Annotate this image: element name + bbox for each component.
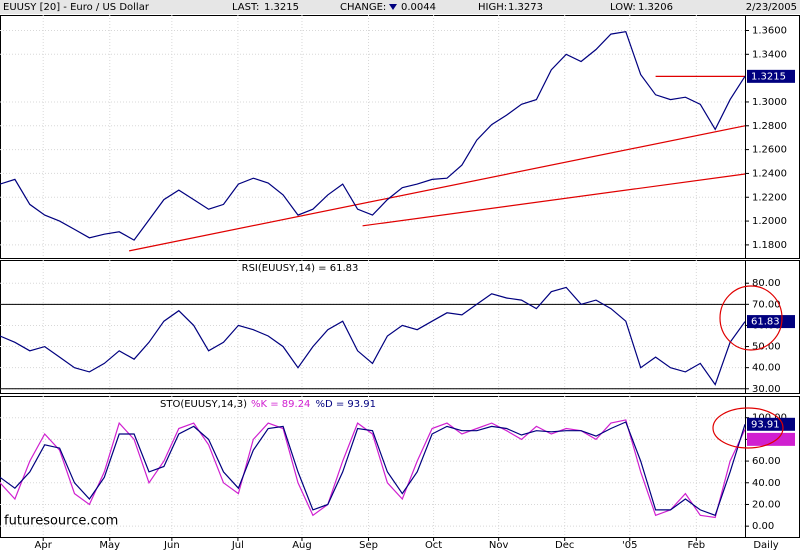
change-value: 0.0044: [401, 2, 436, 13]
trendline: [362, 173, 746, 227]
panel-title: RSI(EUUSY,14) = 61.83: [242, 263, 359, 274]
series-line: [0, 286, 746, 386]
y-tick-label: 60.00: [752, 456, 781, 467]
y-tick-label: 1.1800: [752, 240, 787, 251]
x-tick-label: Oct: [425, 540, 442, 550]
down-arrow: [389, 4, 397, 10]
x-tick-label: Jun: [163, 540, 180, 550]
y-tick-label: 40.00: [752, 363, 781, 374]
panel: 1.1800 1.2000 1.2200 1.2400 1.2600 1.2800 1.30…: [0, 15, 800, 259]
y-tick-label: 30.00: [752, 384, 781, 395]
last-value-label: 93.91: [751, 419, 780, 430]
annotation-ellipse: [712, 407, 784, 449]
x-tick-label: Nov: [489, 540, 509, 550]
y-tick-label: 50.00: [752, 342, 781, 353]
annotation-ellipse: [719, 285, 783, 351]
trendline: [129, 125, 746, 252]
date: 2/23/2005: [746, 2, 797, 13]
y-tick-label: 0.00: [752, 521, 774, 532]
last-label: LAST:: [232, 2, 259, 13]
x-axis-label: Daily: [753, 540, 778, 550]
y-tick-label: 1.2800: [752, 121, 787, 132]
watermark: futuresource.com: [4, 514, 118, 529]
last-value-label: 1.3215: [751, 71, 786, 82]
header-bar: [0, 0, 800, 14]
y-tick-label: 1.2600: [752, 145, 787, 156]
series-line: [0, 421, 746, 517]
last-value: 1.3215: [264, 2, 299, 13]
legend-entry: %D = 93.91: [315, 399, 376, 410]
y-tick-label: 1.2400: [752, 168, 787, 179]
y-tick-label: 1.3400: [752, 49, 787, 60]
legend-entry: %K = 89.24: [251, 399, 310, 410]
y-tick-label: 70.00: [752, 299, 781, 310]
x-tick-label: Feb: [687, 540, 705, 550]
series-line: [0, 419, 746, 519]
plots: 1.1800 1.2000 1.2200 1.2400 1.2600 1.2800 1.30…: [0, 15, 800, 550]
last-value-box: [747, 69, 795, 83]
last-value-label: 61.83: [751, 317, 780, 328]
y-tick-label: 40.00: [752, 478, 781, 489]
low-label: LOW:: [610, 2, 636, 13]
change-label: CHANGE:: [340, 2, 386, 13]
x-tick-label: '05: [622, 540, 637, 550]
panel-title: STO(EUUSY,14,3): [160, 399, 247, 410]
y-tick-label: 1.3600: [752, 25, 787, 36]
y-tick-label: 1.2200: [752, 192, 787, 203]
symbol-title: EUUSY [20] - Euro / US Dollar: [3, 2, 150, 13]
x-tick-label: Jul: [231, 540, 244, 550]
y-tick-label: 1.3000: [752, 97, 787, 108]
high-label: HIGH:: [478, 2, 507, 13]
series-line: [0, 31, 746, 241]
last-value-box: [747, 432, 795, 446]
x-tick-label: Aug: [292, 540, 312, 550]
low-value: 1.3206: [638, 2, 673, 13]
x-tick-label: Apr: [35, 540, 53, 550]
high-value: 1.3273: [508, 2, 543, 13]
x-tick-label: May: [99, 540, 120, 550]
last-value-box: [747, 315, 795, 329]
y-tick-label: 80.00: [752, 278, 781, 289]
x-tick-label: Dec: [555, 540, 574, 550]
x-tick-label: Sep: [359, 540, 378, 550]
y-tick-label: 20.00: [752, 499, 781, 510]
y-tick-label: 1.2000: [752, 216, 787, 227]
